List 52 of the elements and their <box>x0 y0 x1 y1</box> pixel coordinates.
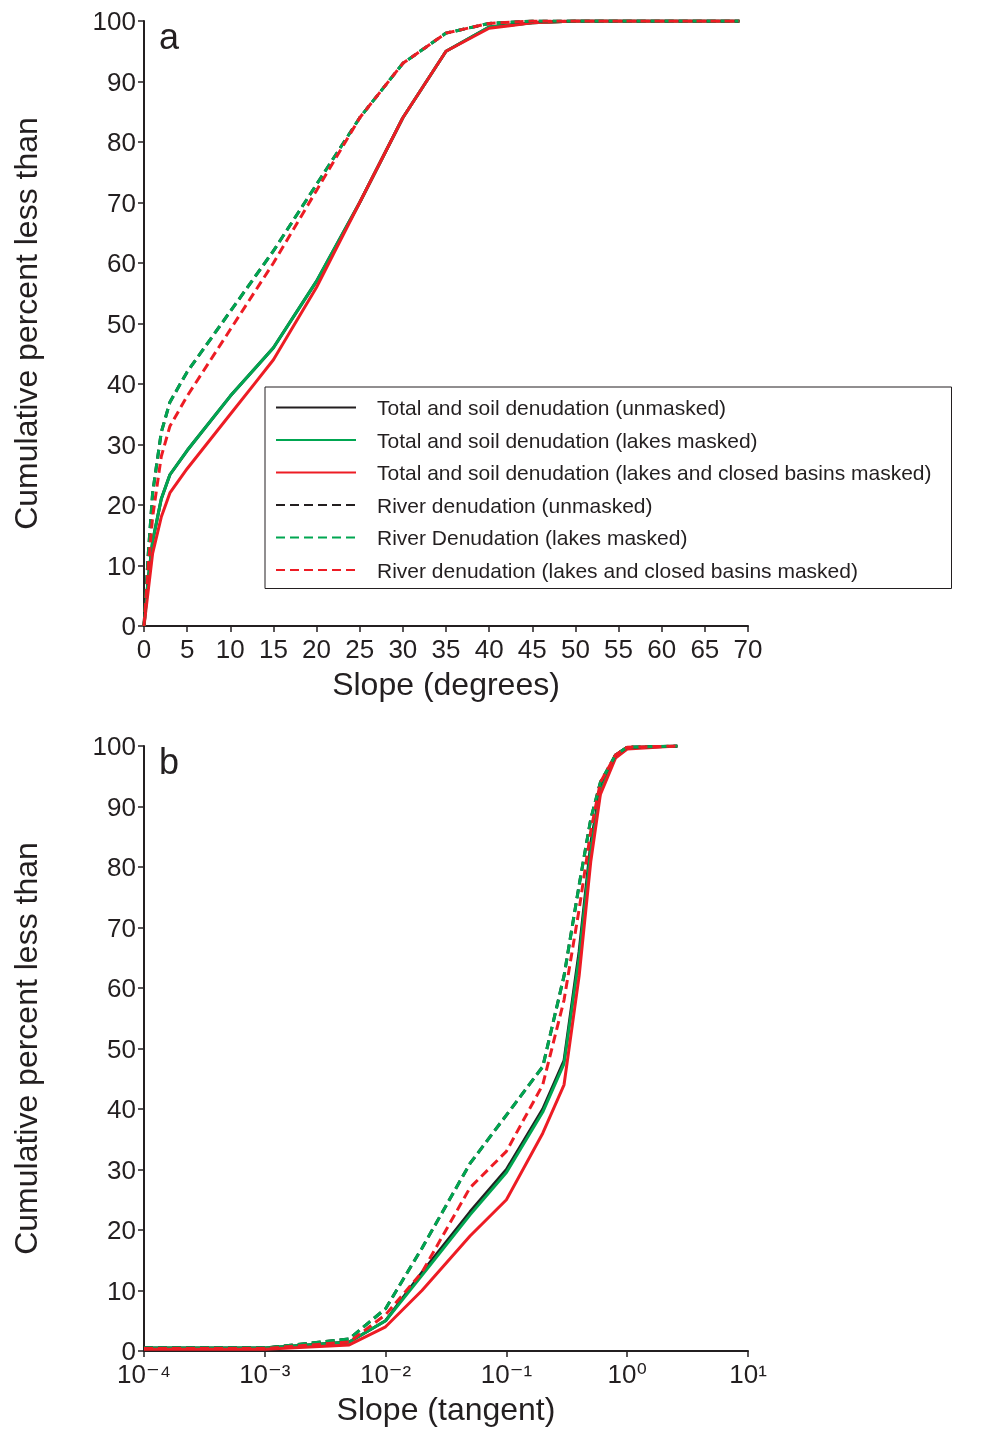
legend-label: River Denudation (lakes masked) <box>377 526 688 549</box>
chart-title: b <box>159 740 180 782</box>
x-tick-label: 45 <box>517 634 547 664</box>
y-tick-label: 90 <box>107 66 136 97</box>
x-tick-label: 5 <box>179 634 195 664</box>
y-tick-label: 90 <box>107 791 136 822</box>
y-tick-label: 80 <box>107 852 136 882</box>
y-tick-label: 70 <box>107 187 136 218</box>
legend-label: Total and soil denudation (lakes and closed basins masked) <box>377 461 932 484</box>
y-tick-label: 70 <box>107 912 136 943</box>
y-tick-label: 50 <box>107 1033 136 1064</box>
x-tick-label: 50 <box>560 634 590 664</box>
x-tick-label: 70 <box>733 634 763 664</box>
x-axis-title: Slope (degrees) <box>332 666 560 702</box>
y-axis-title: Cumulative percent less than <box>8 117 44 530</box>
y-tick-label: 10 <box>107 550 136 581</box>
x-tick-label: 40 <box>474 634 504 664</box>
legend-label: River denudation (unmasked) <box>377 493 653 517</box>
x-tick-label: 25 <box>345 634 375 664</box>
x-tick-label: 10 <box>215 634 245 664</box>
legend-label: Total and soil denudation (lakes masked) <box>377 428 758 452</box>
x-tick-label: 20 <box>302 634 332 664</box>
y-tick-label: 30 <box>107 1154 136 1185</box>
x-tick-label: 65 <box>690 634 720 664</box>
y-tick-label: 40 <box>107 1094 136 1124</box>
y-tick-label: 10 <box>107 1275 136 1306</box>
x-tick-label: 10⁻³ <box>239 1359 291 1389</box>
x-tick-label: 15 <box>258 634 288 664</box>
x-axis-title: Slope (tangent) <box>336 1391 556 1427</box>
legend-label: Total and soil denudation (unmasked) <box>377 396 727 419</box>
y-axis-title: Cumulative percent less than <box>8 842 44 1255</box>
x-tick-label: 60 <box>647 634 677 664</box>
y-tick-label: 60 <box>107 973 136 1003</box>
y-tick-label: 20 <box>107 1215 136 1245</box>
y-tick-label: 0 <box>121 611 136 641</box>
x-tick-label: 10¹ <box>729 1359 768 1389</box>
x-tick-label: 10⁻² <box>359 1359 412 1389</box>
x-tick-label: 30 <box>388 634 418 664</box>
y-tick-label: 100 <box>92 731 136 761</box>
legend-label: River denudation (lakes and closed basins masked) <box>377 558 858 582</box>
y-tick-label: 50 <box>107 308 136 339</box>
y-tick-label: 60 <box>107 248 136 278</box>
x-tick-label: 35 <box>431 634 461 664</box>
y-tick-label: 20 <box>107 490 136 520</box>
x-tick-label: 10⁰ <box>607 1359 647 1389</box>
y-tick-label: 100 <box>92 6 136 36</box>
y-tick-label: 80 <box>107 127 136 157</box>
chart-title: a <box>159 15 180 57</box>
y-tick-label: 30 <box>107 429 136 460</box>
x-tick-label: 55 <box>604 634 634 664</box>
x-tick-label: 10⁻¹ <box>480 1359 533 1389</box>
y-tick-label: 40 <box>107 369 136 399</box>
